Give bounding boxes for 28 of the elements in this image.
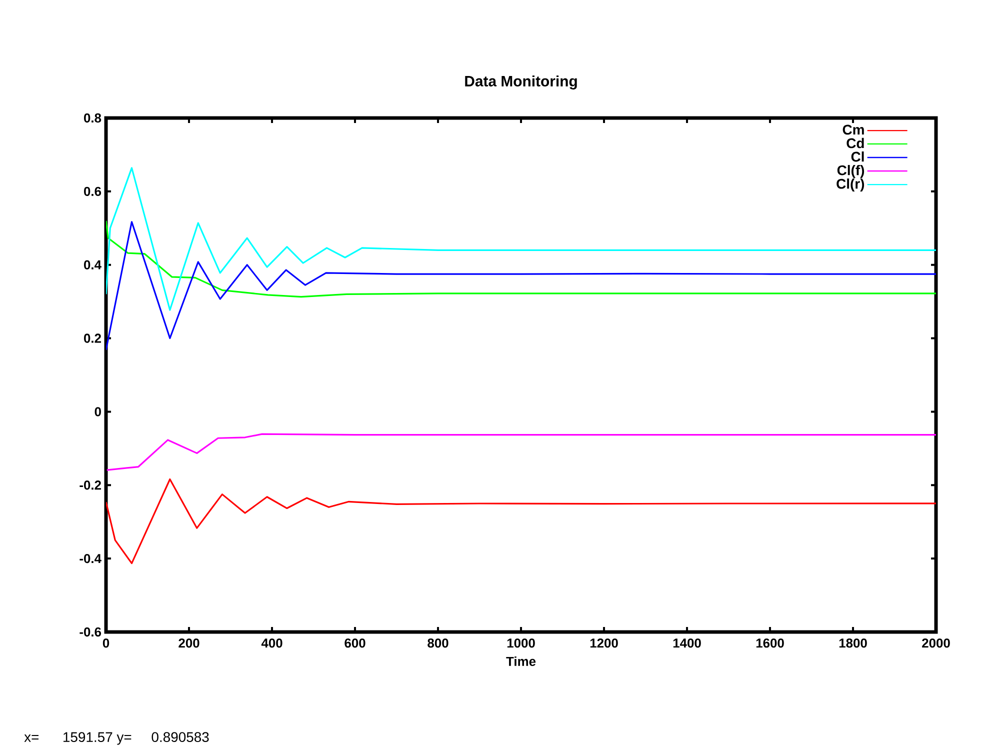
- x-tick-label: 400: [261, 638, 282, 648]
- x-tick-label: 1000: [507, 638, 535, 648]
- x-tick-label: 1800: [839, 638, 867, 648]
- x-tick-label: 0: [102, 638, 110, 648]
- x-tick-label: 600: [344, 638, 366, 648]
- y-tick-label: 0.2: [84, 334, 101, 343]
- y-tick-label: 0.6: [84, 186, 102, 196]
- chart-title: Data Monitoring: [465, 76, 577, 90]
- y-tick-label: -0.4: [80, 554, 102, 564]
- y-tick-label: 0.8: [84, 113, 102, 123]
- x-tick-label: 1400: [673, 638, 701, 648]
- y-tick-label: 0: [94, 407, 101, 416]
- legend-label: Cl(r): [836, 178, 864, 192]
- x-axis-title: Time: [506, 656, 536, 666]
- y-tick-label: -0.2: [80, 480, 101, 490]
- legend-label: Cm: [842, 124, 864, 135]
- y-tick-label: -0.6: [80, 627, 102, 637]
- x-tick-label: 200: [178, 638, 200, 648]
- legend-label: Cl: [851, 151, 864, 162]
- line-series: [106, 221, 936, 351]
- y-tick-label: 0.4: [84, 260, 102, 270]
- legend-label: Cd: [846, 138, 864, 148]
- text: x= 1591.57 y= 0.890583: [24, 732, 209, 745]
- x-tick-label: 1600: [756, 638, 784, 648]
- x-tick-label: 1200: [590, 638, 618, 648]
- x-tick-label: 2000: [922, 638, 950, 648]
- legend-label: Cl(f): [837, 164, 864, 178]
- x-tick-label: 800: [428, 638, 448, 648]
